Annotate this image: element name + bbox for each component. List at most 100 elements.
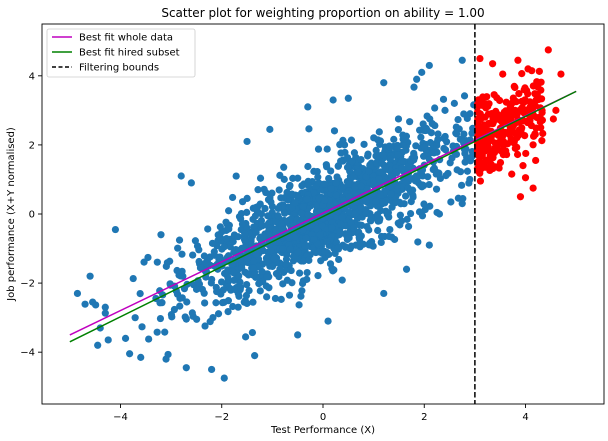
scatter-point-blue-1174 xyxy=(220,243,228,251)
scatter-point-blue-1224 xyxy=(240,298,248,306)
scatter-point-blue-613 xyxy=(372,146,380,154)
scatter-point-blue-1245 xyxy=(332,191,340,199)
scatter-point-blue-1463 xyxy=(200,289,208,297)
scatter-point-blue-398 xyxy=(286,181,294,190)
scatter-point-blue-313 xyxy=(280,175,288,183)
scatter-point-blue-1487 xyxy=(381,164,389,172)
scatter-point-red-39 xyxy=(476,177,485,185)
scatter-point-blue-1301 xyxy=(200,252,208,260)
scatter-point-blue-1239 xyxy=(398,157,406,165)
scatter-point-blue-1448 xyxy=(283,188,291,197)
scatter-point-blue-1077 xyxy=(350,172,358,181)
scatter-point-blue-949 xyxy=(189,251,197,259)
scatter-point-blue-292 xyxy=(271,294,280,303)
scatter-point-blue-940 xyxy=(214,310,223,318)
scatter-point-blue-1143 xyxy=(221,269,229,278)
scatter-point-blue-1414 xyxy=(442,138,451,146)
x-axis-label: Test Performance (X) xyxy=(270,425,375,436)
y-tick-label: 0 xyxy=(29,210,35,221)
scatter-point-blue-294 xyxy=(207,279,215,287)
scatter-point-red-181 xyxy=(511,144,519,152)
scatter-point-blue-193 xyxy=(285,291,294,299)
scatter-point-blue-561 xyxy=(336,141,344,149)
fit-line-hired-subset xyxy=(69,90,577,343)
scatter-point-blue-669 xyxy=(441,106,449,114)
legend-label-hired-subset: Best fit hired subset xyxy=(79,48,180,59)
scatter-point-blue-1269 xyxy=(427,129,435,137)
scatter-point-blue-1084 xyxy=(315,179,323,187)
scatter-point-red-262 xyxy=(549,115,557,123)
scatter-point-blue-1512 xyxy=(220,374,228,382)
scatter-point-blue-1374 xyxy=(216,223,224,231)
scatter-point-blue-195 xyxy=(305,125,313,133)
scatter-point-blue-1442 xyxy=(362,209,370,218)
scatter-point-blue-1457 xyxy=(375,175,383,183)
scatter-point-blue-1154 xyxy=(410,151,418,159)
scatter-point-blue-1339 xyxy=(386,155,394,163)
scatter-point-red-211 xyxy=(474,108,482,116)
scatter-point-blue-467 xyxy=(458,181,466,189)
scatter-point-blue-1432 xyxy=(350,224,358,232)
scatter-point-blue-1252 xyxy=(277,295,285,303)
scatter-point-blue-941 xyxy=(402,192,410,200)
scatter-point-blue-790 xyxy=(229,302,237,311)
scatter-point-blue-1325 xyxy=(450,99,458,107)
scatter-point-blue-417 xyxy=(138,323,146,331)
scatter-point-blue-1218 xyxy=(347,136,356,144)
scatter-point-blue-1134 xyxy=(463,167,472,175)
scatter-point-blue-115 xyxy=(212,299,220,307)
scatter-point-blue-1490 xyxy=(433,141,441,150)
scatter-point-blue-1513 xyxy=(251,352,259,360)
scatter-point-blue-1305 xyxy=(174,244,182,252)
scatter-point-blue-1423 xyxy=(378,198,387,206)
scatter-point-blue-822 xyxy=(277,194,285,202)
scatter-point-blue-1232 xyxy=(188,309,196,317)
scatter-point-blue-807 xyxy=(230,276,238,284)
scatter-point-blue-1383 xyxy=(423,112,431,120)
scatter-point-red-192 xyxy=(538,108,546,117)
scatter-series-red xyxy=(473,46,565,201)
scatter-point-blue-921 xyxy=(140,258,148,266)
scatter-point-red-238 xyxy=(496,96,504,105)
scatter-point-blue-580 xyxy=(394,115,403,123)
scatter-point-red-235 xyxy=(508,170,516,178)
scatter-point-blue-1144 xyxy=(391,235,399,244)
scatter-point-blue-707 xyxy=(129,274,137,283)
x-axis-ticks: −4 −2 0 2 4 xyxy=(113,404,529,423)
scatter-point-blue-728 xyxy=(283,276,291,284)
scatter-point-blue-605 xyxy=(229,193,237,202)
scatter-point-blue-1290 xyxy=(298,182,306,190)
scatter-point-red-263 xyxy=(537,124,545,132)
plot-area xyxy=(69,24,577,404)
scatter-point-blue-1085 xyxy=(434,130,442,138)
scatter-point-blue-1182 xyxy=(310,167,318,175)
scatter-point-blue-1307 xyxy=(267,247,275,255)
scatter-point-blue-1183 xyxy=(345,208,353,216)
scatter-point-blue-1367 xyxy=(400,200,408,208)
scatter-point-blue-1508 xyxy=(162,355,170,363)
scatter-series-blue xyxy=(73,56,478,382)
scatter-point-blue-1507 xyxy=(157,231,165,239)
scatter-point-blue-1268 xyxy=(156,299,164,307)
scatter-point-blue-518 xyxy=(314,145,323,153)
scatter-point-blue-1179 xyxy=(394,126,403,134)
scatter-point-blue-21 xyxy=(295,269,304,277)
scatter-point-blue-920 xyxy=(460,130,468,138)
scatter-point-blue-565 xyxy=(175,236,184,244)
scatter-point-blue-599 xyxy=(303,268,311,277)
scatter-point-blue-1070 xyxy=(247,238,255,246)
scatter-point-blue-275 xyxy=(193,315,201,323)
scatter-point-blue-1494 xyxy=(262,282,270,290)
y-tick-label: 4 xyxy=(29,71,35,82)
scatter-point-blue-1405 xyxy=(376,168,385,176)
scatter-point-blue-1236 xyxy=(259,233,268,241)
scatter-point-blue-304 xyxy=(204,225,212,233)
scatter-point-red-46 xyxy=(539,129,547,138)
scatter-point-blue-1254 xyxy=(452,129,460,137)
scatter-point-blue-1066 xyxy=(126,350,134,358)
scatter-point-blue-1058 xyxy=(225,207,233,215)
legend-box xyxy=(46,28,196,78)
scatter-point-blue-1403 xyxy=(399,131,407,139)
scatter-point-blue-1184 xyxy=(318,221,326,230)
scatter-point-blue-1484 xyxy=(321,196,329,204)
